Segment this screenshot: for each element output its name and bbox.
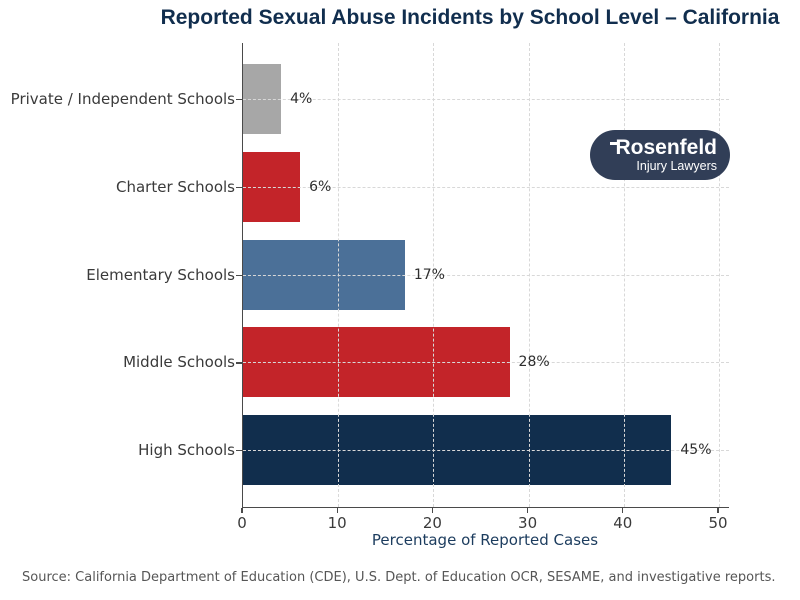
x-tick-mark-50 xyxy=(717,508,719,513)
horizontal-gridline-0 xyxy=(243,98,729,100)
y-tick-4 xyxy=(236,450,243,452)
category-label-2: Elementary Schools xyxy=(86,265,235,284)
y-tick-2 xyxy=(236,274,243,276)
x-tick-label-20: 20 xyxy=(422,514,442,532)
value-label-4: 45% xyxy=(680,442,712,459)
horizontal-gridline-3 xyxy=(243,362,729,364)
value-label-2: 17% xyxy=(413,266,445,283)
x-axis: 0 10 20 30 40 50 xyxy=(237,508,728,548)
logo-subtitle: Injury Lawyers xyxy=(636,159,717,173)
x-tick-mark-0 xyxy=(241,508,243,513)
chart-title: Reported Sexual Abuse Incidents by Schoo… xyxy=(160,6,780,29)
value-label-0: 4% xyxy=(290,90,313,107)
category-label-3: Middle Schools xyxy=(123,353,235,372)
x-axis-title: Percentage of Reported Cases xyxy=(371,531,599,549)
plot-area: 4% 6% 17% 28% 45% xyxy=(236,43,729,508)
x-tick-label-0: 0 xyxy=(237,514,247,532)
x-tick-label-40: 40 xyxy=(613,514,633,532)
horizontal-gridline-2 xyxy=(243,274,729,276)
horizontal-gridline-1 xyxy=(243,186,729,188)
x-tick-mark-40 xyxy=(622,508,624,513)
x-tick-mark-30 xyxy=(526,508,529,513)
source-note: Source: California Department of Educati… xyxy=(22,570,776,585)
y-tick-3 xyxy=(236,362,243,364)
x-tick-label-10: 10 xyxy=(327,514,347,532)
category-label-1: Charter Schools xyxy=(116,177,235,196)
x-tick-mark-10 xyxy=(336,508,338,513)
category-label-0: Private / Independent Schools xyxy=(10,89,235,108)
rosenfeld-logo-badge: Rosenfeld Injury Lawyers xyxy=(590,130,730,180)
y-tick-1 xyxy=(236,186,243,188)
value-label-1: 6% xyxy=(309,178,332,195)
x-tick-mark-20 xyxy=(431,508,434,513)
y-tick-0 xyxy=(236,98,243,101)
value-label-3: 28% xyxy=(518,354,550,371)
x-tick-label-30: 30 xyxy=(518,514,538,532)
x-tick-label-50: 50 xyxy=(708,514,728,532)
category-label-4: High Schools xyxy=(138,441,235,460)
y-axis-labels: Private / Independent Schools Charter Sch… xyxy=(0,43,235,507)
horizontal-gridline-4 xyxy=(243,450,729,452)
logo-name: Rosenfeld xyxy=(610,137,717,159)
